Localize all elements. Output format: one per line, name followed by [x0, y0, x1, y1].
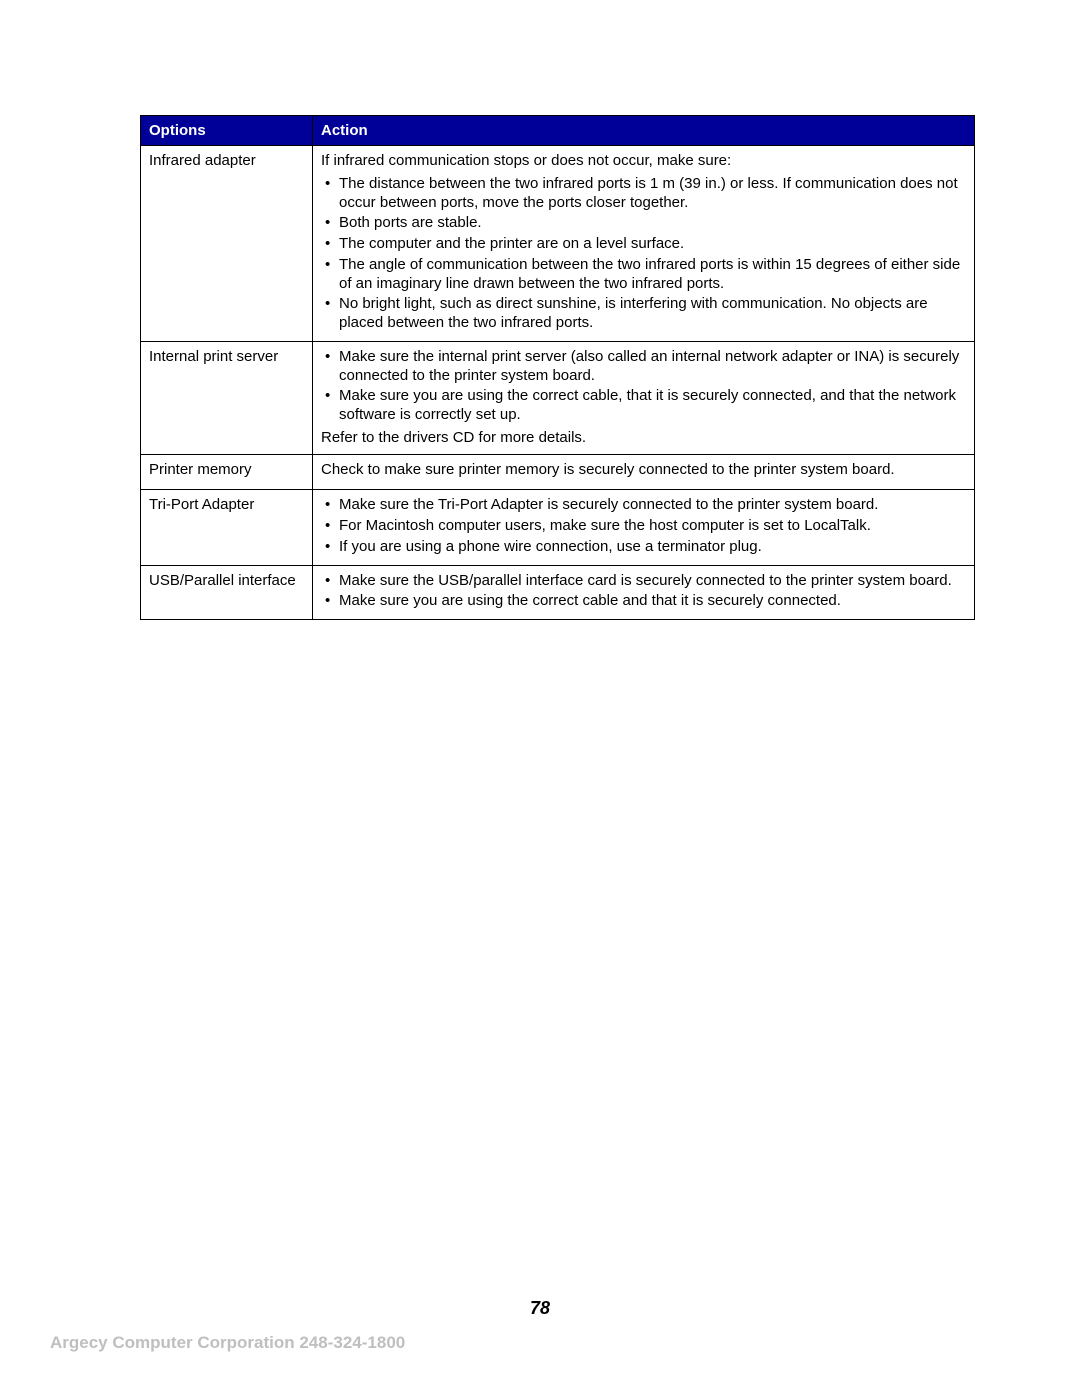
option-cell: Internal print server — [141, 341, 313, 454]
action-bullet-item: No bright light, such as direct sunshine… — [321, 295, 966, 333]
action-bullet-item: Both ports are stable. — [321, 214, 966, 233]
action-bullet-list: Make sure the Tri-Port Adapter is secure… — [321, 496, 966, 556]
action-bullet-item: If you are using a phone wire connection… — [321, 538, 966, 557]
action-cell: Check to make sure printer memory is sec… — [313, 454, 975, 490]
action-bullet-list: The distance between the two infrared po… — [321, 175, 966, 333]
action-bullet-item: Make sure the USB/parallel interface car… — [321, 572, 966, 591]
action-cell: Make sure the Tri-Port Adapter is secure… — [313, 490, 975, 565]
table-row: Infrared adapter If infrared communicatio… — [141, 146, 975, 342]
action-bullet-item: Make sure you are using the correct cabl… — [321, 592, 966, 611]
option-cell: Tri-Port Adapter — [141, 490, 313, 565]
column-header-action: Action — [313, 116, 975, 146]
action-bullet-item: Make sure the internal print server (als… — [321, 348, 966, 386]
action-bullet-item: For Macintosh computer users, make sure … — [321, 517, 966, 536]
action-cell: Make sure the internal print server (als… — [313, 341, 975, 454]
action-bullet-item: The computer and the printer are on a le… — [321, 235, 966, 254]
option-cell: USB/Parallel interface — [141, 565, 313, 620]
action-cell: If infrared communication stops or does … — [313, 146, 975, 342]
table-row: Printer memory Check to make sure printer… — [141, 454, 975, 490]
table-row: Internal print serverMake sure the inter… — [141, 341, 975, 454]
document-page: Options Action Infrared adapter If infrar… — [0, 0, 1080, 1397]
action-lead-text: Check to make sure printer memory is sec… — [321, 461, 966, 480]
table-row: Tri-Port Adapter Make sure the Tri-Port A… — [141, 490, 975, 565]
action-cell: Make sure the USB/parallel interface car… — [313, 565, 975, 620]
options-action-table: Options Action Infrared adapter If infrar… — [140, 115, 975, 620]
action-lead-text: If infrared communication stops or does … — [321, 152, 966, 171]
footer-text: Argecy Computer Corporation 248-324-1800 — [50, 1333, 405, 1353]
action-bullet-item: The angle of communication between the t… — [321, 256, 966, 294]
page-number: 78 — [0, 1298, 1080, 1319]
table-row: USB/Parallel interface Make sure the USB/… — [141, 565, 975, 620]
action-tail-text: Refer to the drivers CD for more details… — [321, 429, 966, 448]
action-bullet-item: The distance between the two infrared po… — [321, 175, 966, 213]
option-cell: Printer memory — [141, 454, 313, 490]
action-bullet-list: Make sure the internal print server (als… — [321, 348, 966, 425]
action-bullet-list: Make sure the USB/parallel interface car… — [321, 572, 966, 612]
action-bullet-item: Make sure you are using the correct cabl… — [321, 387, 966, 425]
option-cell: Infrared adapter — [141, 146, 313, 342]
action-bullet-item: Make sure the Tri-Port Adapter is secure… — [321, 496, 966, 515]
column-header-options: Options — [141, 116, 313, 146]
table-header-row: Options Action — [141, 116, 975, 146]
